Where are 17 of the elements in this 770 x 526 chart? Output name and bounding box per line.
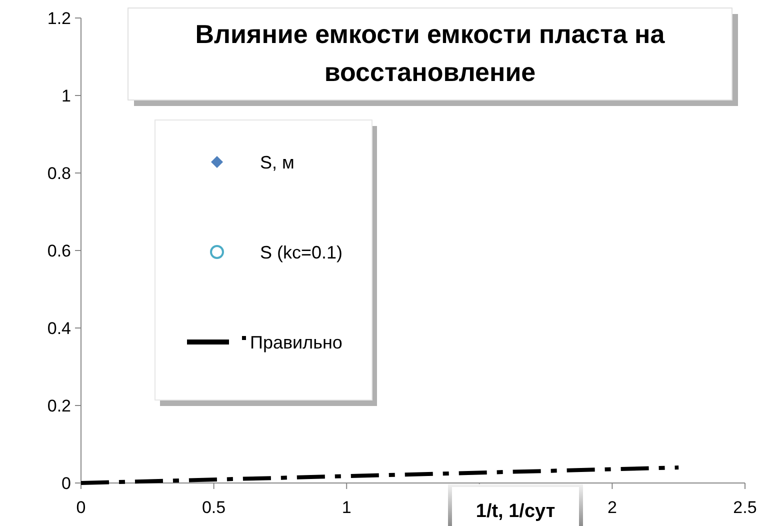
- text: Влияние емкости емкости пласта на восстановление: [195, 19, 666, 87]
- legend-label: S, м: [260, 152, 294, 172]
- y-tick-label: 0: [62, 474, 71, 493]
- y-tick-label: 0.6: [47, 241, 71, 260]
- legend-label: Правильно: [250, 332, 342, 352]
- y-tick-label: 0.2: [47, 396, 71, 416]
- x-tick-label: 0.5: [202, 498, 226, 517]
- x-tick-label: 2: [607, 498, 617, 517]
- y-tick-label: 1: [62, 86, 71, 106]
- x-axis-title: 1/t, 1/сут: [476, 501, 556, 522]
- x-tick-label: 0: [76, 498, 86, 517]
- x-tick-label: 2.5: [733, 498, 757, 517]
- y-tick-label: 0.4: [47, 318, 71, 338]
- legend-label: S (kc=0.1): [260, 242, 343, 262]
- y-tick-label: 0.8: [47, 164, 71, 183]
- y-tick-label: 1.2: [47, 8, 71, 28]
- x-tick-label: 1: [342, 498, 352, 517]
